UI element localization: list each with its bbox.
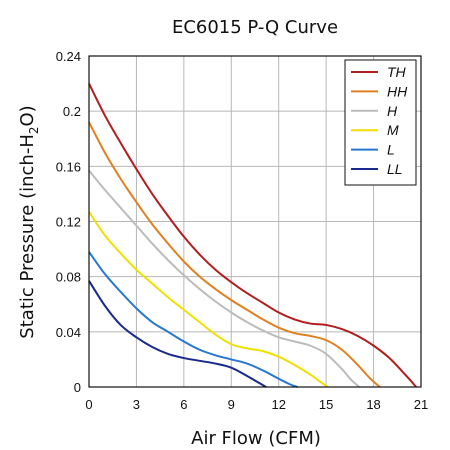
y-axis-label: Static Pressure (inch-H2O) [17, 105, 41, 338]
x-tick-label: 15 [319, 397, 333, 412]
legend-label-hh: HH [387, 83, 408, 99]
y-tick-label: 0 [74, 380, 81, 395]
series-line-th [88, 83, 418, 388]
y-tick-label: 0.08 [56, 270, 81, 285]
x-axis-ticks: 0 3 6 9 12 15 18 21 [85, 397, 428, 412]
series-line-ll [88, 280, 267, 388]
x-tick-label: 21 [414, 397, 428, 412]
legend-label-m: M [387, 122, 399, 138]
legend-label-h: H [387, 103, 398, 119]
y-axis-label-main: Static Pressure (inch-H [17, 134, 38, 339]
plot-frame [88, 55, 422, 388]
series-layer [88, 83, 418, 388]
x-tick-label: 0 [85, 397, 92, 412]
x-axis-label: Air Flow (CFM) [191, 428, 321, 449]
y-tick-label: 0.24 [56, 49, 81, 64]
legend-label-l: L [387, 142, 395, 158]
y-axis-label-end: O) [17, 105, 38, 126]
chart-title: EC6015 P-Q Curve [172, 17, 338, 38]
x-tick-label: 3 [133, 397, 140, 412]
x-tick-label: 6 [180, 397, 187, 412]
x-tick-label: 12 [271, 397, 285, 412]
y-tick-label: 0.2 [63, 104, 81, 119]
x-tick-label: 9 [228, 397, 235, 412]
legend-label-ll: LL [387, 161, 403, 177]
series-line-hh [88, 121, 381, 388]
legend-label-th: TH [387, 64, 407, 80]
series-line-l [88, 251, 299, 388]
series-line-h [88, 169, 360, 388]
legend-box [344, 59, 417, 186]
y-axis-ticks: 0 0.04 0.08 0.12 0.16 0.2 0.24 [56, 49, 81, 395]
y-tick-label: 0.04 [56, 325, 81, 340]
y-tick-label: 0.16 [56, 159, 81, 174]
y-axis-label-subscript: 2 [27, 127, 41, 135]
x-tick-label: 18 [366, 397, 380, 412]
series-line-m [88, 211, 329, 388]
y-tick-label: 0.12 [56, 215, 81, 230]
